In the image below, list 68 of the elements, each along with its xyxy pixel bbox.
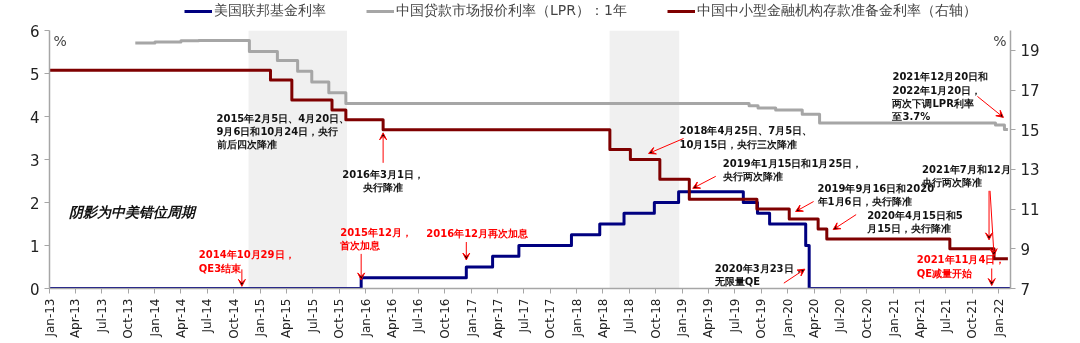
x-tick-label: Apr-17 — [490, 298, 505, 339]
annotation: 2019年1月15日和1月25日，央行两次降准 — [721, 158, 863, 183]
y2-tick-label: 7 — [1020, 280, 1031, 299]
x-tick-label: Apr-14 — [173, 298, 188, 339]
x-tick-label: Apr-15 — [279, 298, 294, 339]
annotation: 2021年11月4日，QE减量开始 — [916, 254, 1006, 279]
legend-label: 中国中小型金融机构存款准备金利率（右轴） — [696, 2, 977, 20]
y2-tick-label: 15 — [1020, 121, 1040, 140]
x-tick-label: Jan-15 — [253, 298, 268, 338]
annotation: 2020年3月23日，无限量QE — [713, 263, 804, 288]
x-tick-label: Apr-20 — [807, 298, 822, 339]
legend-label: 中国贷款市场报价利率（LPR）：1年 — [396, 2, 627, 20]
x-tick-label: Jul-19 — [727, 298, 742, 334]
annotation: 2016年12月再次加息 — [426, 228, 530, 239]
x-tick-label: Jul-21 — [938, 298, 953, 334]
x-tick-label: Jan-20 — [780, 298, 795, 338]
x-tick-label: Jan-14 — [147, 298, 162, 338]
x-tick-label: Jan-16 — [358, 298, 373, 338]
x-tick-label: Jan-22 — [991, 298, 1006, 338]
x-tick-label: Jul-14 — [200, 298, 215, 334]
x-tick-label: Oct-13 — [121, 298, 136, 339]
x-tick-label: Oct-18 — [648, 298, 663, 339]
annotation: 2016年3月1日，央行降准 — [342, 168, 424, 194]
y-tick-label: 4 — [29, 108, 40, 127]
x-tick-label: Oct-20 — [859, 298, 874, 339]
legend-label: 美国联邦基金利率 — [214, 2, 326, 20]
x-tick-label: Jan-19 — [675, 298, 690, 338]
x-tick-label: Apr-21 — [912, 298, 927, 339]
y-tick-label: 6 — [29, 22, 40, 41]
x-tick-label: Jan-18 — [569, 298, 584, 338]
y-tick-label: 1 — [29, 237, 40, 256]
x-tick-label: Apr-16 — [385, 298, 400, 339]
y-tick-label: 5 — [29, 65, 40, 84]
x-tick-label: Jul-17 — [516, 298, 531, 334]
y2-tick-label: 11 — [1020, 201, 1040, 220]
x-tick-label: Apr-18 — [595, 298, 610, 339]
x-tick-label: Jul-16 — [411, 298, 426, 334]
x-tick-label: Jan-21 — [886, 298, 901, 338]
y-axis-title: % — [53, 32, 67, 49]
y-tick-label: 3 — [29, 151, 40, 170]
x-tick-label: Jul-13 — [94, 298, 109, 334]
annotation: 2014年10月29日，QE3结束 — [198, 249, 295, 274]
x-tick-label: Jul-15 — [305, 298, 320, 334]
x-tick-label: Oct-14 — [226, 298, 241, 339]
y2-tick-label: 19 — [1020, 42, 1040, 61]
x-tick-label: Jul-18 — [622, 298, 637, 334]
annotation: 2020年4月15日和5月15日，央行降准 — [866, 209, 963, 234]
x-tick-label: Oct-21 — [965, 298, 980, 339]
annotation: 2015年2月5日、4月20日、9月6日和10月24日，央行前后四次降准 — [215, 112, 350, 150]
y2-tick-label: 17 — [1020, 82, 1040, 101]
annotation: 2018年4月25日、7月5日、10月15日，央行三次降准 — [679, 125, 813, 150]
y2-tick-label: 9 — [1020, 240, 1031, 259]
x-tick-label: Jul-20 — [833, 298, 848, 334]
x-tick-label: Apr-13 — [68, 298, 83, 339]
x-tick-label: Oct-15 — [332, 298, 347, 339]
y2-tick-label: 13 — [1020, 161, 1040, 180]
y2-axis-title: % — [993, 32, 1007, 49]
y-tick-label: 0 — [29, 280, 40, 299]
x-tick-label: Oct-19 — [754, 298, 769, 339]
x-tick-label: Jan-13 — [42, 298, 57, 338]
x-tick-label: Oct-16 — [437, 298, 452, 339]
x-tick-label: Oct-17 — [543, 298, 558, 339]
annotation: 2021年12月20日和2022年1月20日，两次下调LPR利率至3.7% — [891, 71, 989, 122]
annotation: 2015年12月，首次加息 — [339, 226, 412, 252]
x-tick-label: Jan-17 — [464, 298, 479, 338]
y-tick-label: 2 — [29, 194, 40, 213]
annotation: 阴影为中美错位周期 — [68, 203, 197, 220]
x-tick-label: Apr-19 — [701, 298, 716, 339]
